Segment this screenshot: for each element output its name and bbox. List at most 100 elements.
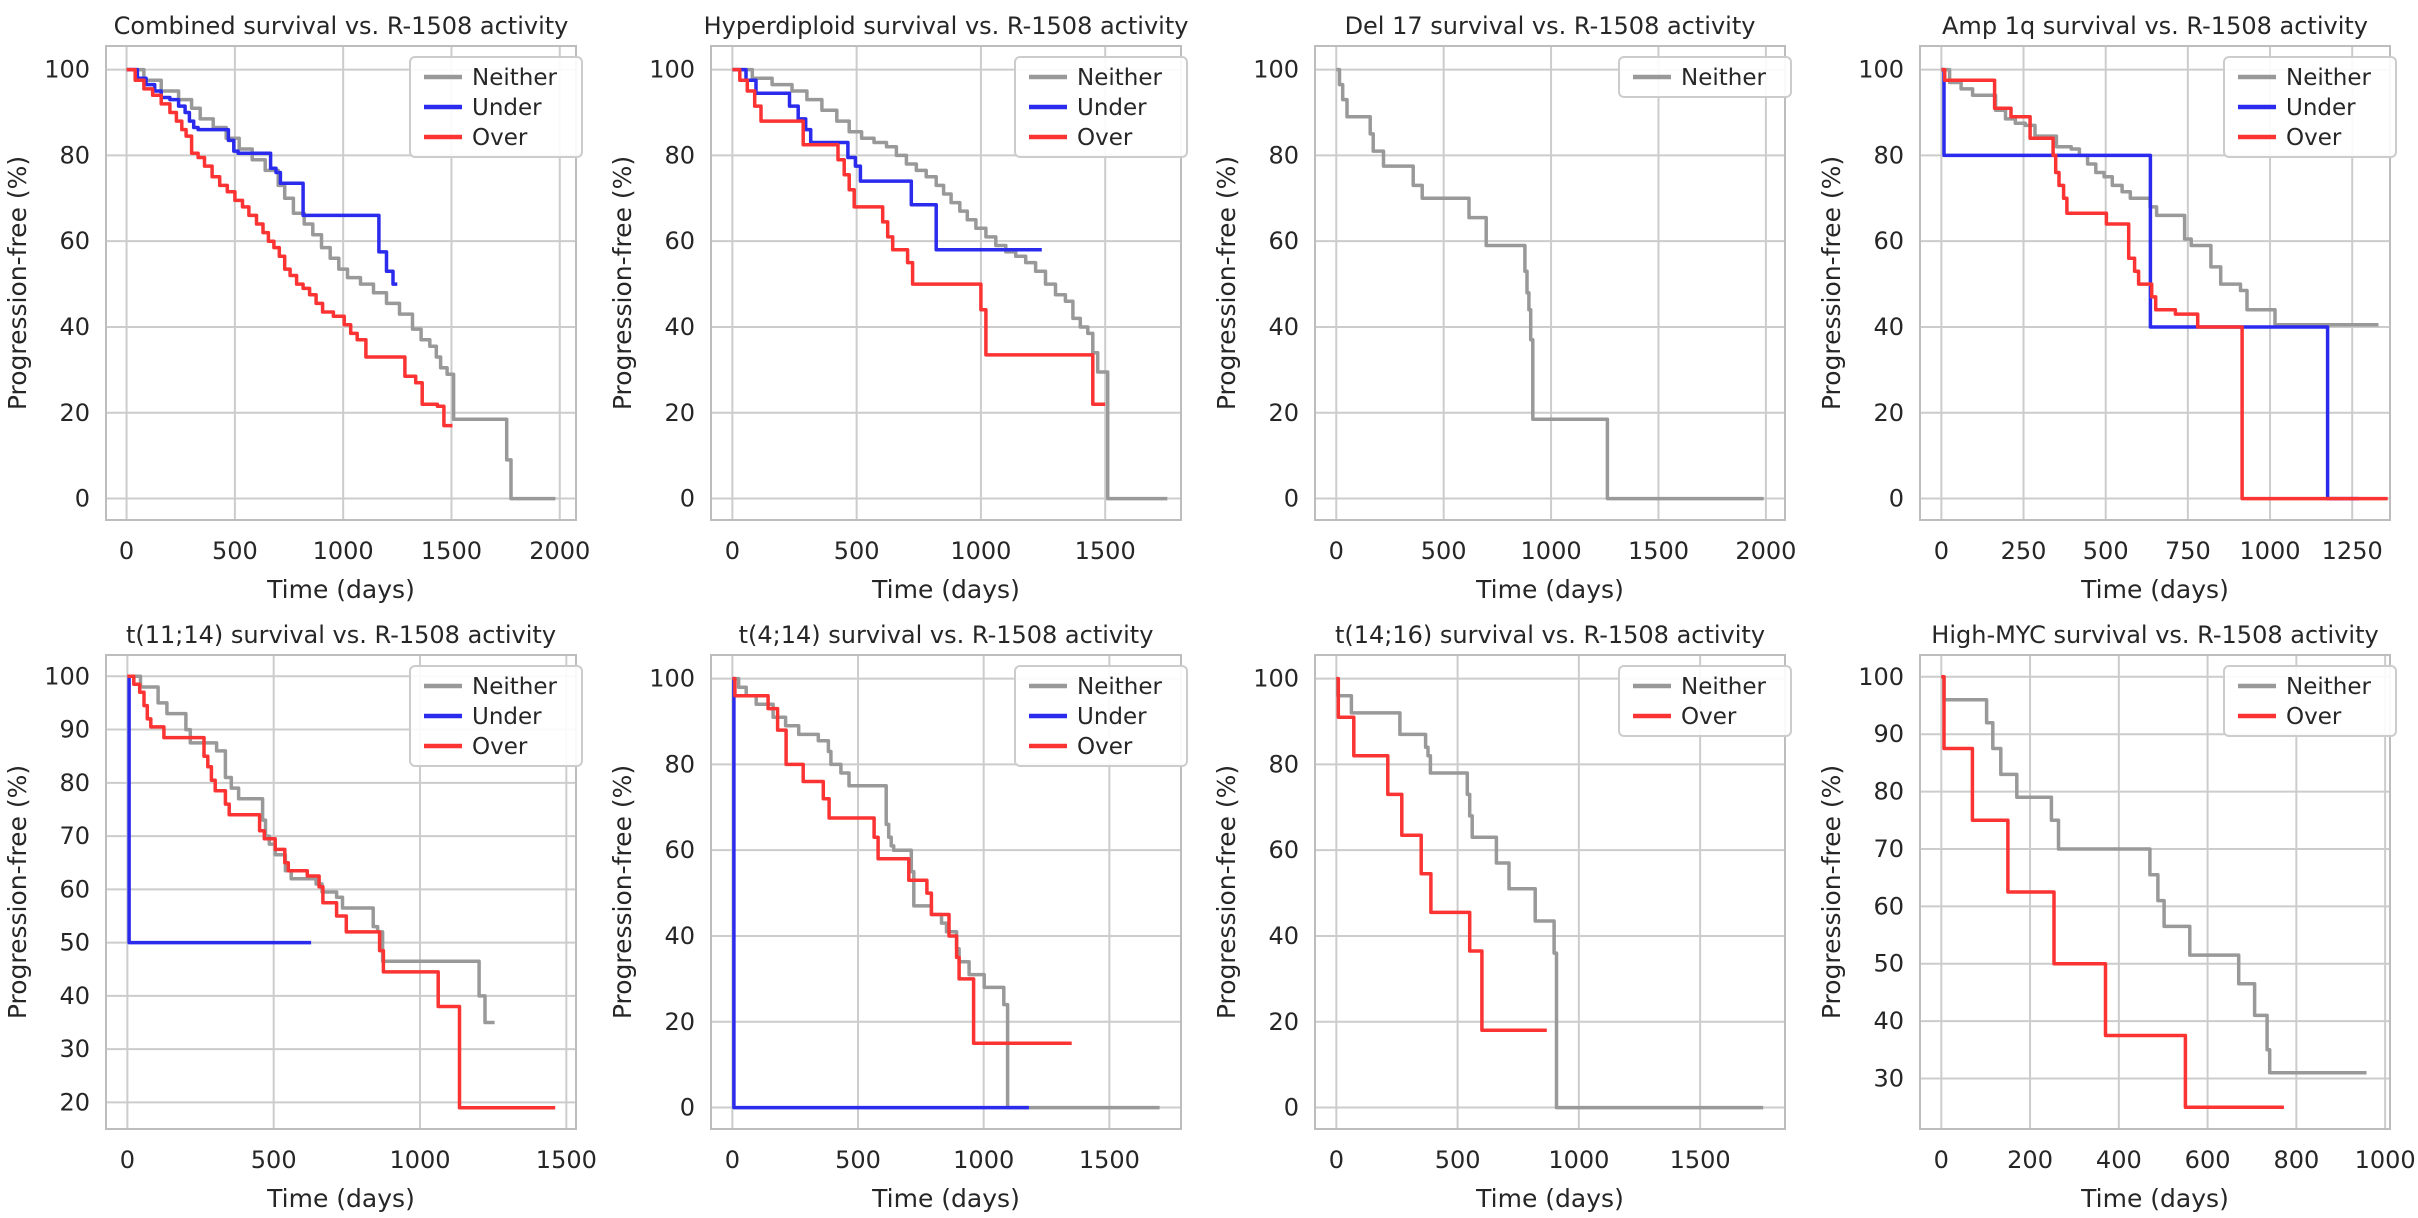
legend: Neither bbox=[1618, 56, 1792, 98]
survival-curve-over bbox=[127, 674, 556, 1110]
legend-item-label: Over bbox=[2286, 125, 2342, 151]
survival-plot: 0 200 400 600 800 1000 30 40 50 60 70 80 90 100 High-M… bbox=[1813, 609, 2418, 1218]
survival-curve-over bbox=[1336, 676, 1547, 1033]
y-axis-tick-label: 0 bbox=[1888, 485, 1903, 513]
y-axis-tick-label: 40 bbox=[664, 313, 695, 341]
legend-item-label: Neither bbox=[2286, 674, 2371, 700]
legend-box bbox=[409, 56, 583, 158]
y-axis-tick-label: 100 bbox=[1253, 56, 1299, 84]
y-axis-tick-label: 60 bbox=[1268, 227, 1299, 255]
axes-spines bbox=[1918, 45, 2391, 521]
panel-amp1q: 0 250 500 750 1000 1250 0 20 40 60 80 100 Amp 1q sur… bbox=[1813, 0, 2418, 609]
x-axis-tick-label: 0 bbox=[1933, 537, 1948, 565]
legend-item-label: Over bbox=[472, 125, 528, 151]
legend-item-label: Over bbox=[1077, 734, 1133, 760]
y-axis-tick-label: 100 bbox=[44, 56, 90, 84]
y-axis-label: Progression-free (%) bbox=[1817, 156, 1846, 410]
y-axis-label: Progression-free (%) bbox=[3, 765, 32, 1019]
x-axis-tick-label: 1000 bbox=[389, 1146, 450, 1174]
y-axis-tick-label: 50 bbox=[59, 929, 90, 957]
x-axis-tick-label: 1000 bbox=[953, 1146, 1014, 1174]
legend-box bbox=[2222, 56, 2397, 158]
plot-title: Amp 1q survival vs. R-1508 activity bbox=[1942, 12, 2368, 40]
legend-item-label: Over bbox=[1077, 125, 1133, 151]
x-axis-tick-label: 1500 bbox=[1078, 1146, 1139, 1174]
legend-box bbox=[409, 665, 583, 767]
x-axis-tick-label: 500 bbox=[1421, 537, 1467, 565]
plot-title: t(11;14) survival vs. R-1508 activity bbox=[126, 621, 556, 649]
y-axis-tick-label: 50 bbox=[1873, 950, 1904, 978]
y-axis-tick-label: 70 bbox=[59, 822, 90, 850]
y-axis-label: Progression-free (%) bbox=[608, 156, 637, 410]
y-axis-tick-label: 0 bbox=[75, 485, 90, 513]
x-axis-tick-label: 0 bbox=[120, 1146, 135, 1174]
x-axis-tick-label: 0 bbox=[724, 537, 739, 565]
legend: Neither Over bbox=[1618, 665, 1792, 737]
panel-t4-14: 0 500 1000 1500 0 20 40 60 80 100 t(4;14) survival… bbox=[604, 609, 1209, 1218]
x-axis-tick-label: 1000 bbox=[2239, 537, 2300, 565]
x-axis-tick-label: 2000 bbox=[1735, 537, 1796, 565]
axes-spines bbox=[105, 654, 577, 1130]
x-axis-tick-label: 750 bbox=[2164, 537, 2210, 565]
survival-plot: 0 500 1000 1500 0 20 40 60 80 100 Hyperdiploid sur… bbox=[604, 0, 1209, 609]
plot-title: t(14;16) survival vs. R-1508 activity bbox=[1335, 621, 1765, 649]
y-axis-tick-label: 60 bbox=[664, 227, 695, 255]
plot-title: Hyperdiploid survival vs. R-1508 activit… bbox=[703, 12, 1188, 40]
axes-spines bbox=[1314, 45, 1786, 521]
x-axis-tick-label: 1000 bbox=[1521, 537, 1582, 565]
y-axis-tick-label: 40 bbox=[1873, 313, 1904, 341]
axes-spines bbox=[1918, 654, 2391, 1130]
x-axis-tick-label: 400 bbox=[2095, 1146, 2141, 1174]
y-axis-tick-label: 20 bbox=[1268, 1008, 1299, 1036]
panel-hyperdiploid: 0 500 1000 1500 0 20 40 60 80 100 Hyperdiploid sur… bbox=[604, 0, 1209, 609]
x-axis-label: Time (days) bbox=[871, 1184, 1020, 1213]
y-axis-tick-label: 20 bbox=[664, 399, 695, 427]
x-axis-label: Time (days) bbox=[2080, 1184, 2229, 1213]
y-axis-tick-label: 100 bbox=[649, 665, 695, 693]
legend-box bbox=[2222, 665, 2397, 737]
legend-item-label: Neither bbox=[472, 65, 557, 91]
survival-plot: 0 500 1000 1500 20 30 40 50 60 70 80 90 100 t(11;14) … bbox=[0, 609, 605, 1218]
y-axis-tick-label: 80 bbox=[1268, 750, 1299, 778]
y-axis-tick-label: 100 bbox=[1858, 56, 1904, 84]
x-axis-label: Time (days) bbox=[871, 575, 1020, 604]
y-axis-tick-label: 60 bbox=[1873, 892, 1904, 920]
y-axis-tick-label: 0 bbox=[679, 485, 694, 513]
y-axis-tick-label: 0 bbox=[1284, 1094, 1299, 1122]
y-axis-label: Progression-free (%) bbox=[1212, 156, 1241, 410]
x-axis-tick-label: 200 bbox=[2007, 1146, 2053, 1174]
y-axis-tick-label: 60 bbox=[664, 836, 695, 864]
legend: Neither Under Over bbox=[1013, 56, 1188, 158]
survival-curve-under bbox=[731, 67, 1042, 252]
x-axis-tick-label: 0 bbox=[1329, 1146, 1344, 1174]
legend-item-label: Under bbox=[1077, 95, 1147, 121]
x-axis-tick-label: 250 bbox=[2000, 537, 2046, 565]
legend-item-label: Under bbox=[472, 95, 542, 121]
x-axis-tick-label: 1000 bbox=[2354, 1146, 2415, 1174]
survival-curve-over bbox=[731, 676, 1072, 1045]
legend-item-label: Neither bbox=[472, 674, 557, 700]
y-axis-tick-label: 40 bbox=[664, 922, 695, 950]
x-axis-tick-label: 0 bbox=[1933, 1146, 1948, 1174]
x-axis-tick-label: 0 bbox=[119, 537, 134, 565]
x-axis-label: Time (days) bbox=[1475, 1184, 1624, 1213]
plot-title: Del 17 survival vs. R-1508 activity bbox=[1345, 12, 1756, 40]
y-axis-tick-label: 40 bbox=[1268, 313, 1299, 341]
panel-combined: 0 500 1000 1500 2000 0 20 40 60 80 100 Combined sur… bbox=[0, 0, 605, 609]
legend-item-label: Over bbox=[1681, 704, 1737, 730]
legend-box bbox=[1013, 665, 1188, 767]
y-axis-tick-label: 90 bbox=[1873, 720, 1904, 748]
y-axis-tick-label: 60 bbox=[1873, 227, 1904, 255]
x-axis-label: Time (days) bbox=[1475, 575, 1624, 604]
x-axis-label: Time (days) bbox=[266, 1184, 415, 1213]
legend-item-label: Under bbox=[1077, 704, 1147, 730]
legend-item-label: Over bbox=[472, 734, 528, 760]
y-axis-tick-label: 30 bbox=[1873, 1065, 1904, 1093]
x-axis-tick-label: 800 bbox=[2273, 1146, 2319, 1174]
legend: Neither Over bbox=[2222, 665, 2397, 737]
y-axis-tick-label: 70 bbox=[1873, 835, 1904, 863]
legend-item-label: Over bbox=[2286, 704, 2342, 730]
panel-del17: 0 500 1000 1500 2000 0 20 40 60 80 100 Del 17 survi… bbox=[1209, 0, 1814, 609]
y-axis-tick-label: 80 bbox=[59, 769, 90, 797]
y-axis-tick-label: 40 bbox=[1873, 1007, 1904, 1035]
